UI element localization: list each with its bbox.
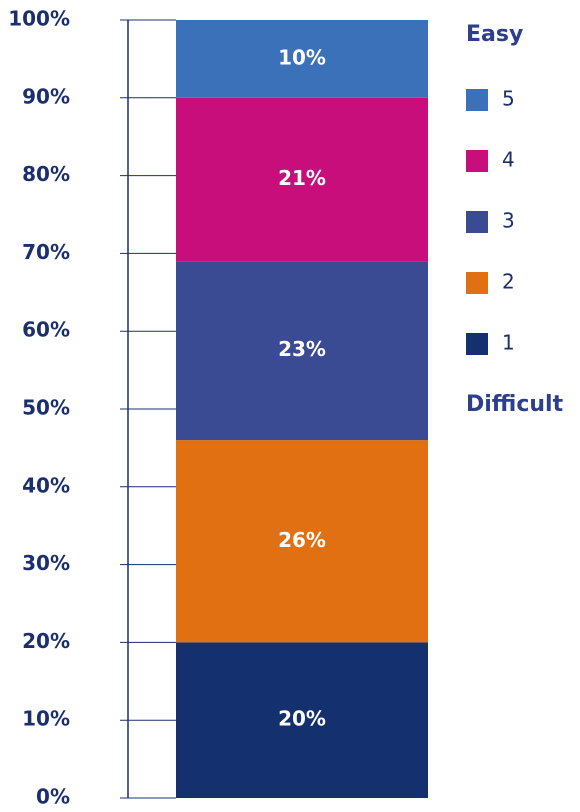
bar-segment (176, 20, 428, 98)
value-label: 10% (278, 45, 326, 69)
value-label: 26% (278, 528, 326, 552)
y-tick-label: 80% (22, 162, 70, 186)
value-label: 23% (278, 337, 326, 361)
bar-segment (176, 642, 428, 798)
legend-label: 3 (502, 209, 515, 233)
y-tick-label: 0% (36, 785, 70, 809)
y-tick-label: 90% (22, 84, 70, 108)
y-tick-label: 40% (22, 473, 70, 497)
legend-swatch (466, 333, 488, 355)
y-tick-label: 70% (22, 240, 70, 264)
legend-swatch (466, 89, 488, 111)
value-label: 20% (278, 707, 326, 731)
annotation: Difficult (466, 392, 564, 417)
y-tick-label: 30% (22, 551, 70, 575)
annotation: Easy (466, 22, 523, 47)
legend-label: 2 (502, 270, 515, 294)
y-tick-label: 100% (8, 7, 70, 31)
legend-label: 4 (502, 148, 515, 172)
legend-swatch (466, 211, 488, 233)
y-tick-label: 60% (22, 318, 70, 342)
bar-segment (176, 261, 428, 441)
legend-swatch (466, 272, 488, 294)
legend-swatch (466, 150, 488, 172)
legend-label: 5 (502, 87, 515, 111)
y-tick-label: 50% (22, 396, 70, 420)
y-tick-label: 20% (22, 629, 70, 653)
legend-label: 1 (502, 331, 515, 355)
bar-segment (176, 440, 428, 643)
y-tick-label: 10% (22, 707, 70, 731)
value-label: 21% (278, 166, 326, 190)
bar-segment (176, 97, 428, 262)
